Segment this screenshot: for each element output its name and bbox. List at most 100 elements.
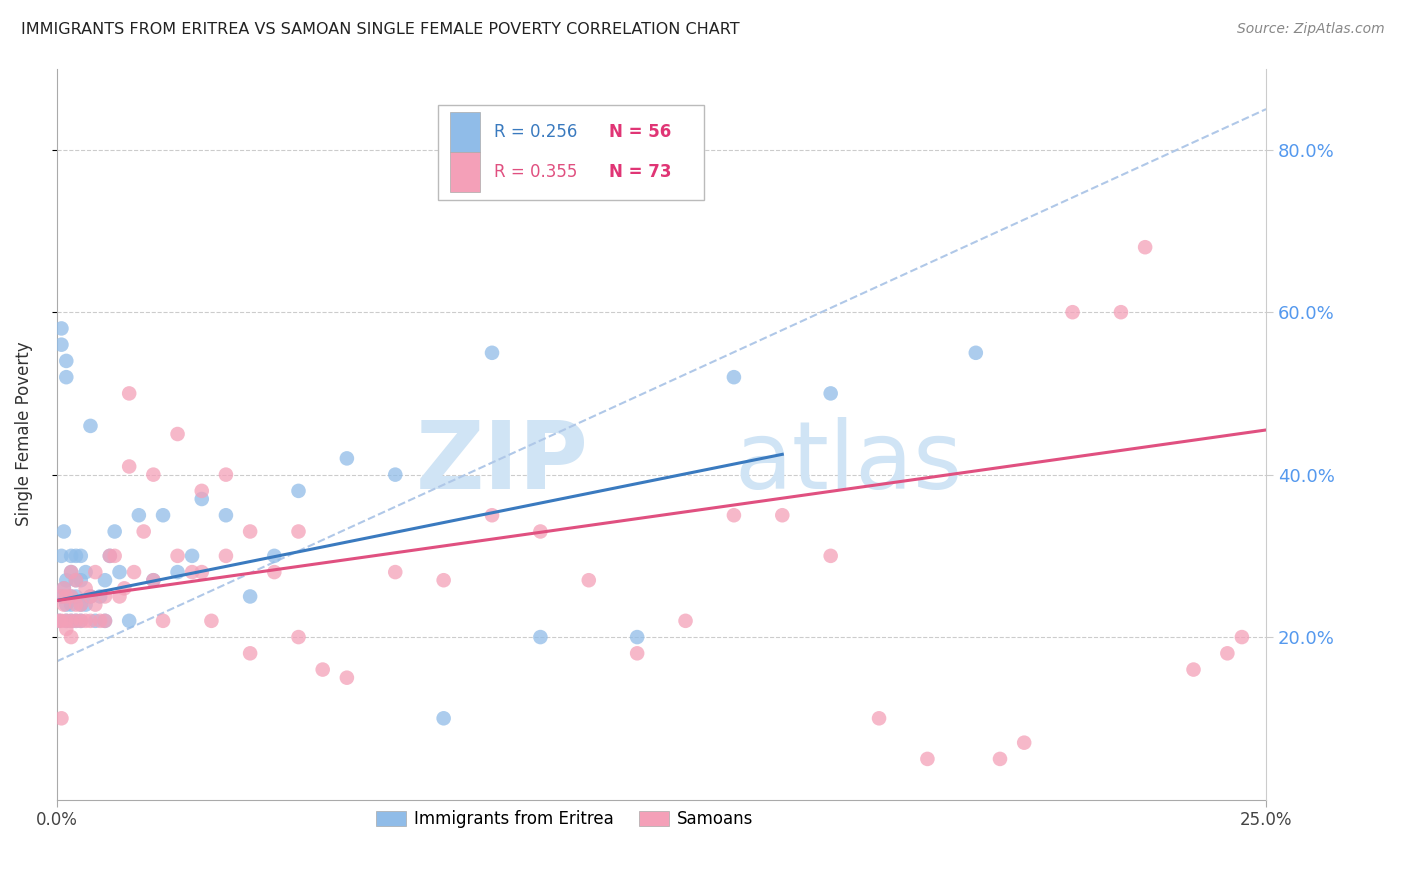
Point: [69, 573, 91, 587]
Point: [675, 614, 697, 628]
Point: [917, 752, 939, 766]
Point: [190, 491, 212, 506]
Point: [988, 752, 1011, 766]
Point: [55, 614, 77, 628]
Point: [215, 508, 238, 523]
Point: [1109, 305, 1132, 319]
Point: [55, 590, 77, 604]
Point: [79, 590, 101, 604]
Point: [820, 386, 842, 401]
Point: [65, 573, 87, 587]
Point: [118, 459, 141, 474]
Point: [263, 565, 285, 579]
Point: [65, 614, 87, 628]
Point: [112, 582, 135, 596]
Point: [55, 370, 77, 384]
Point: [181, 565, 204, 579]
Point: [89, 614, 111, 628]
Point: [384, 565, 406, 579]
Point: [48, 614, 70, 628]
Point: [98, 549, 121, 563]
Point: [166, 427, 188, 442]
Point: [108, 565, 131, 579]
Point: [166, 549, 188, 563]
Point: [239, 524, 262, 539]
Point: [200, 614, 222, 628]
Point: [79, 418, 101, 433]
Point: [142, 467, 165, 482]
Point: [239, 590, 262, 604]
Point: [69, 598, 91, 612]
Point: [481, 508, 503, 523]
Point: [75, 614, 97, 628]
Point: [60, 614, 83, 628]
Point: [51, 337, 73, 351]
Point: [433, 711, 456, 725]
Point: [89, 590, 111, 604]
Point: [75, 565, 97, 579]
Point: [433, 573, 456, 587]
Point: [55, 598, 77, 612]
Point: [60, 598, 83, 612]
Point: [94, 573, 117, 587]
Point: [52, 598, 75, 612]
Point: [108, 590, 131, 604]
Point: [55, 622, 77, 636]
Point: [84, 565, 107, 579]
Text: R = 0.355: R = 0.355: [495, 163, 578, 181]
Point: [65, 549, 87, 563]
Text: R = 0.256: R = 0.256: [495, 123, 578, 141]
Point: [55, 614, 77, 628]
Text: ZIP: ZIP: [416, 417, 589, 509]
Point: [152, 614, 174, 628]
Point: [104, 524, 127, 539]
Point: [48, 614, 70, 628]
Point: [60, 590, 83, 604]
Point: [287, 630, 309, 644]
Point: [384, 467, 406, 482]
Point: [1133, 240, 1156, 254]
Point: [1216, 646, 1239, 660]
Point: [723, 508, 745, 523]
Point: [65, 573, 87, 587]
Point: [965, 346, 987, 360]
Point: [65, 614, 87, 628]
Text: IMMIGRANTS FROM ERITREA VS SAMOAN SINGLE FEMALE POVERTY CORRELATION CHART: IMMIGRANTS FROM ERITREA VS SAMOAN SINGLE…: [21, 22, 740, 37]
Point: [94, 614, 117, 628]
Point: [60, 630, 83, 644]
Point: [190, 565, 212, 579]
Point: [215, 549, 238, 563]
Point: [1230, 630, 1253, 644]
Point: [481, 346, 503, 360]
Point: [181, 549, 204, 563]
Point: [52, 582, 75, 596]
Point: [868, 711, 890, 725]
Point: [69, 598, 91, 612]
Point: [190, 483, 212, 498]
Point: [723, 370, 745, 384]
Point: [84, 598, 107, 612]
Legend: Immigrants from Eritrea, Samoans: Immigrants from Eritrea, Samoans: [368, 804, 761, 835]
Point: [69, 614, 91, 628]
Text: atlas: atlas: [734, 417, 962, 509]
Point: [94, 614, 117, 628]
Point: [69, 549, 91, 563]
Point: [55, 573, 77, 587]
FancyBboxPatch shape: [437, 105, 703, 200]
FancyBboxPatch shape: [450, 112, 479, 152]
Point: [820, 549, 842, 563]
Point: [60, 614, 83, 628]
Point: [94, 590, 117, 604]
Point: [263, 549, 285, 563]
Point: [52, 582, 75, 596]
Text: N = 73: N = 73: [609, 163, 672, 181]
Point: [336, 671, 359, 685]
Point: [529, 524, 551, 539]
Point: [312, 663, 335, 677]
Point: [626, 646, 648, 660]
Point: [51, 321, 73, 335]
Point: [142, 573, 165, 587]
Point: [65, 590, 87, 604]
Point: [142, 573, 165, 587]
Point: [128, 508, 150, 523]
